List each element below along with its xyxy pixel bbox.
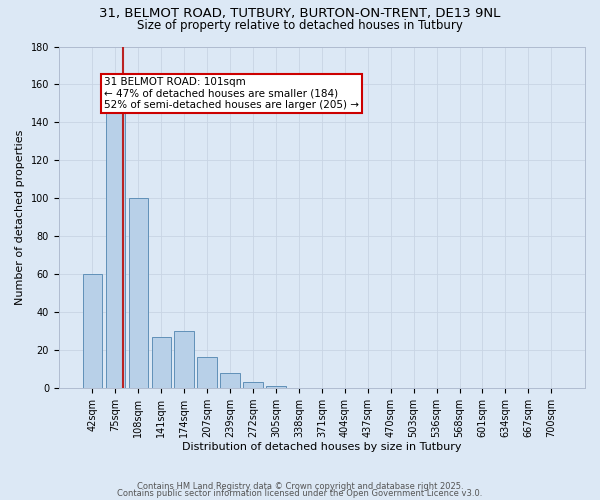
X-axis label: Distribution of detached houses by size in Tutbury: Distribution of detached houses by size … xyxy=(182,442,461,452)
Bar xyxy=(152,336,171,388)
Y-axis label: Number of detached properties: Number of detached properties xyxy=(15,130,25,305)
Bar xyxy=(175,331,194,388)
Bar xyxy=(266,386,286,388)
Text: Size of property relative to detached houses in Tutbury: Size of property relative to detached ho… xyxy=(137,18,463,32)
Bar xyxy=(220,372,240,388)
Bar xyxy=(83,274,102,388)
Bar xyxy=(244,382,263,388)
Text: 31, BELMOT ROAD, TUTBURY, BURTON-ON-TRENT, DE13 9NL: 31, BELMOT ROAD, TUTBURY, BURTON-ON-TREN… xyxy=(100,8,500,20)
Bar xyxy=(197,358,217,388)
Text: 31 BELMOT ROAD: 101sqm
← 47% of detached houses are smaller (184)
52% of semi-de: 31 BELMOT ROAD: 101sqm ← 47% of detached… xyxy=(104,77,359,110)
Text: Contains HM Land Registry data © Crown copyright and database right 2025.: Contains HM Land Registry data © Crown c… xyxy=(137,482,463,491)
Text: Contains public sector information licensed under the Open Government Licence v3: Contains public sector information licen… xyxy=(118,489,482,498)
Bar xyxy=(128,198,148,388)
Bar xyxy=(106,109,125,388)
